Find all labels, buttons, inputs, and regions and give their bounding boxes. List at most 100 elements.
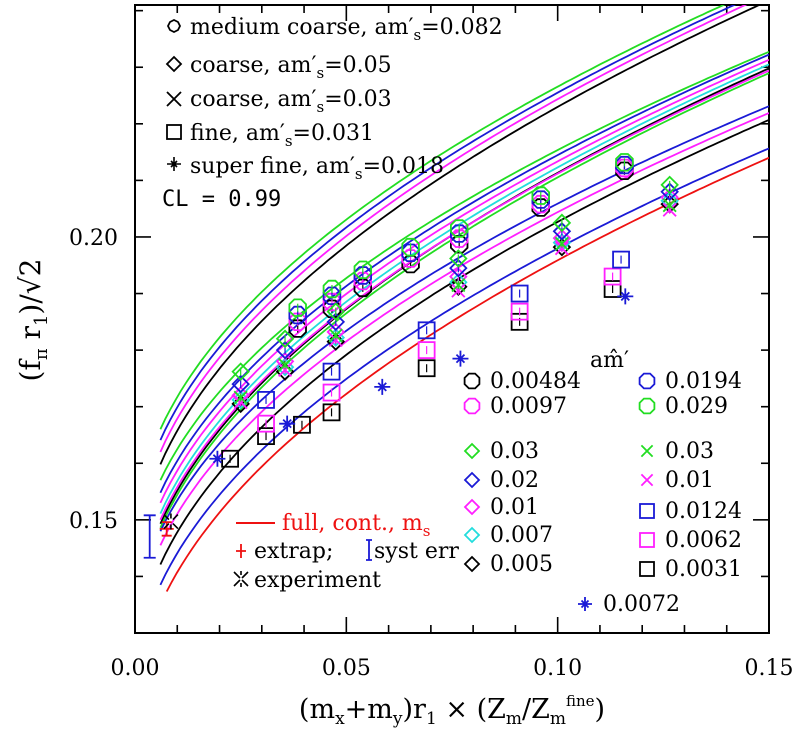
legend-entry-medium-coarse: medium coarse, am′s=0.082 bbox=[166, 15, 503, 44]
x-axis-label: (mx+my)r1 × (Zm/Zmfine) bbox=[299, 692, 605, 729]
fit-curve bbox=[159, 5, 748, 453]
octagon-point bbox=[288, 298, 307, 317]
svg-text:syst err: syst err bbox=[374, 539, 459, 564]
square-point bbox=[510, 284, 529, 303]
square-point bbox=[417, 341, 436, 360]
fit-curve bbox=[159, 105, 769, 532]
square-point bbox=[603, 267, 622, 286]
diamond-point bbox=[449, 249, 468, 268]
mass-legend-label: 0.0097 bbox=[490, 394, 567, 419]
diamond-point bbox=[660, 182, 679, 201]
square-point bbox=[257, 427, 275, 446]
diamond-point bbox=[463, 526, 481, 544]
fit-curve bbox=[159, 112, 769, 546]
mass-legend-entry: 0.01 bbox=[640, 468, 714, 493]
diamond-point bbox=[326, 302, 346, 321]
square-point bbox=[417, 321, 436, 340]
mass-legend-entry: 0.03 bbox=[640, 439, 714, 464]
mass-legend-label: 0.03 bbox=[665, 439, 714, 464]
octagon-symbol-icon bbox=[166, 18, 182, 34]
diamond-point bbox=[463, 442, 481, 460]
square-point bbox=[612, 250, 630, 269]
mass-legend-entry: 0.0062 bbox=[639, 528, 742, 553]
square-point bbox=[417, 359, 436, 378]
extra-legend: full, cont., ms extrap; syst err experim… bbox=[233, 511, 459, 593]
octagon-point bbox=[322, 279, 342, 299]
diamond-symbol-icon bbox=[165, 55, 183, 73]
mass-legend-entry: 0.007 bbox=[463, 523, 553, 548]
cl-annotation: CL = 0.99 bbox=[162, 187, 281, 212]
diamond-point bbox=[231, 394, 250, 414]
diamond-point bbox=[449, 258, 468, 278]
mass-legend-label: 0.005 bbox=[490, 552, 553, 577]
diamond-point bbox=[463, 498, 481, 516]
svg-text:super fine, am′s=0.018: super fine, am′s=0.018 bbox=[190, 154, 444, 183]
diamond-point bbox=[275, 329, 295, 349]
legend-entry-coarse-003: coarse, am′s=0.03 bbox=[166, 87, 392, 116]
x-tick-label: 0.10 bbox=[533, 656, 582, 681]
x-tick-label: 0.15 bbox=[745, 656, 794, 681]
legend-entry-fine: fine, am′s=0.031 bbox=[166, 121, 374, 150]
red-errbar-icon bbox=[236, 544, 246, 558]
svg-text:experiment: experiment bbox=[254, 568, 381, 593]
mass-legend-entry: 0.03 bbox=[463, 439, 539, 464]
mass-legend-label: 0.03 bbox=[490, 439, 539, 464]
y-axis-label: (fπ r1)/√2 bbox=[14, 259, 52, 382]
diamond-point bbox=[463, 471, 481, 489]
octagon-point bbox=[401, 237, 420, 257]
x-point bbox=[640, 444, 654, 458]
tick-labels: 0.00 0.05 0.10 0.15 0.15 0.20 bbox=[69, 226, 793, 681]
mass-legend-entry: 0.0072 bbox=[578, 592, 680, 617]
octagon-point bbox=[531, 186, 550, 205]
fit-curve bbox=[159, 50, 769, 481]
diamond-point bbox=[552, 222, 572, 241]
legend-entry-super-fine: super fine, am′s=0.018 bbox=[167, 154, 444, 183]
svg-text:coarse, am′s=0.03: coarse, am′s=0.03 bbox=[190, 87, 392, 116]
square-point bbox=[293, 415, 311, 434]
square-point bbox=[257, 414, 275, 433]
fancyplus-symbol-icon bbox=[167, 157, 181, 171]
mass-legend-label: 0.029 bbox=[665, 394, 728, 419]
plot-frame bbox=[134, 4, 770, 634]
square-point bbox=[322, 403, 341, 422]
mass-legend-label: 0.02 bbox=[490, 468, 539, 493]
mass-legend-entry: 0.0097 bbox=[463, 394, 567, 419]
svg-text:coarse, am′s=0.05: coarse, am′s=0.05 bbox=[190, 53, 392, 82]
ahat-header: am̂′ bbox=[590, 348, 629, 373]
x-tick-label: 0.05 bbox=[322, 656, 371, 681]
square-point bbox=[257, 391, 275, 409]
mass-legend-label: 0.0062 bbox=[665, 528, 742, 553]
fit-curve bbox=[159, 5, 737, 441]
data-points bbox=[143, 153, 679, 559]
mass-legend-entry: 0.01 bbox=[463, 495, 539, 520]
octagon-point bbox=[638, 397, 656, 415]
fit-curve bbox=[159, 5, 726, 430]
y-tick-label: 0.20 bbox=[69, 226, 118, 251]
fit-curve bbox=[159, 53, 769, 494]
systematic-error-bar bbox=[143, 514, 156, 559]
diamond-point bbox=[275, 340, 295, 360]
diamond-point bbox=[326, 332, 346, 351]
y-tick-label: 0.15 bbox=[69, 509, 118, 534]
mass-legend-label: 0.0072 bbox=[603, 592, 680, 617]
diamond-point bbox=[463, 555, 481, 573]
mass-legend-label: 0.0194 bbox=[665, 369, 742, 394]
fit-curve bbox=[159, 5, 762, 465]
experiment-point bbox=[163, 513, 179, 530]
mass-legend-entry: 0.005 bbox=[463, 552, 553, 577]
svg-text:full, cont., ms: full, cont., ms bbox=[282, 511, 431, 540]
mass-legend-entry: 0.02 bbox=[463, 468, 539, 493]
svg-text:medium coarse, am′s=0.082: medium coarse, am′s=0.082 bbox=[190, 15, 503, 44]
octagon-point bbox=[353, 260, 373, 280]
square-point bbox=[510, 302, 529, 321]
mass-legend-entry: 0.0194 bbox=[638, 369, 742, 394]
ensemble-legend: medium coarse, am′s=0.082 coarse, am′s=0… bbox=[162, 15, 503, 212]
burst-symbol-icon bbox=[233, 571, 249, 587]
square-point bbox=[322, 383, 341, 402]
square-point bbox=[322, 362, 341, 381]
svg-text:fine, am′s=0.031: fine, am′s=0.031 bbox=[190, 121, 374, 150]
axis-ticks bbox=[134, 5, 770, 634]
svg-text:extrap;: extrap; bbox=[254, 539, 333, 564]
mass-legend-entry: 0.029 bbox=[638, 394, 728, 419]
